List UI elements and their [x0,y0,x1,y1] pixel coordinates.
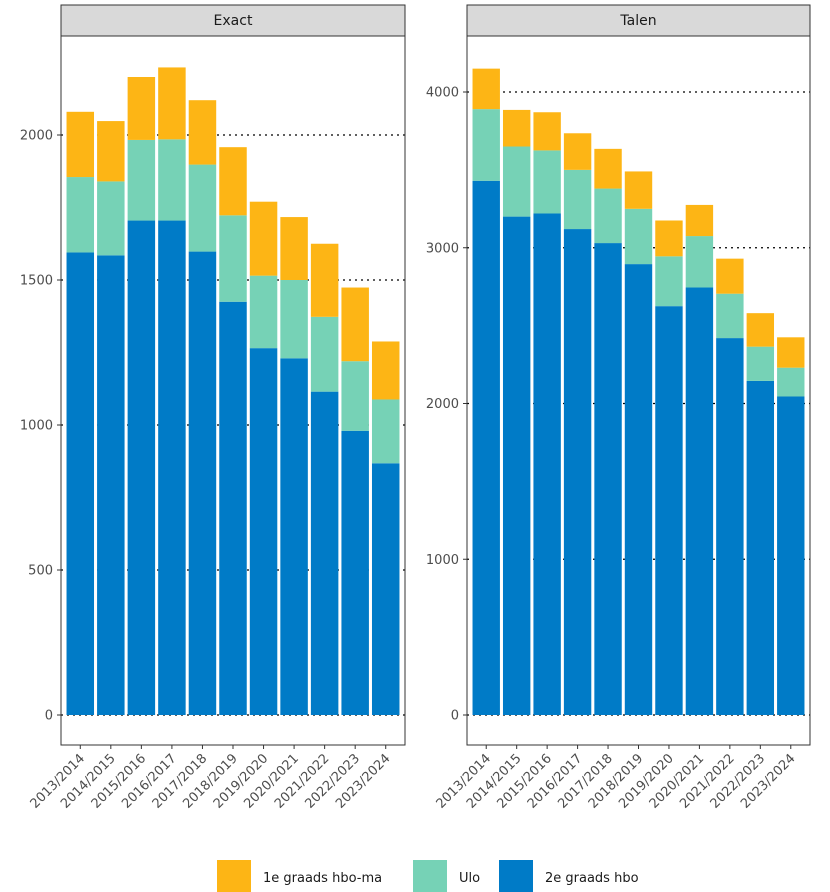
bar-1e-graads-hbo-ma-2017/2018 [594,148,622,189]
bar-Ulo-2013/2014 [472,109,500,181]
panel-title: Exact [214,13,253,29]
legend: 1e graads hbo-ma Ulo 2e graads hbo [217,860,639,892]
bar-2e-graads-hbo-2020/2021 [280,358,308,715]
y-tick-label: 500 [28,564,53,579]
bar-Ulo-2022/2023 [746,346,775,381]
bar-1e-graads-hbo-ma-2020/2021 [280,217,308,280]
bar-2e-graads-hbo-2023/2024 [371,463,400,715]
y-tick-label: 1000 [426,553,459,568]
bar-2e-graads-hbo-2017/2018 [594,243,622,715]
y-tick-label: 0 [45,709,53,724]
legend-key-Ulo [413,860,447,892]
legend-key-1e-graads-hbo-ma [217,860,251,892]
bar-2e-graads-hbo-2014/2015 [97,255,125,715]
bar-2e-graads-hbo-2013/2014 [472,180,500,716]
bar-Ulo-2013/2014 [66,177,95,253]
bar-1e-graads-hbo-ma-2019/2020 [655,220,683,257]
legend-key-2e-graads-hbo [499,860,533,892]
bar-2e-graads-hbo-2020/2021 [685,287,714,715]
legend-label: 2e graads hbo [545,871,639,886]
legend-label: Ulo [459,871,480,886]
bar-Ulo-2014/2015 [97,181,125,256]
bar-1e-graads-hbo-ma-2022/2023 [746,313,775,347]
legend-label: 1e graads hbo-ma [263,871,382,886]
bar-Ulo-2015/2016 [127,139,156,221]
bar-2e-graads-hbo-2019/2020 [655,306,683,715]
bar-1e-graads-hbo-ma-2023/2024 [371,341,400,400]
y-tick-label: 4000 [426,86,459,101]
bar-2e-graads-hbo-2016/2017 [563,229,592,715]
bar-1e-graads-hbo-ma-2017/2018 [188,100,217,165]
bar-Ulo-2020/2021 [685,236,714,288]
bar-1e-graads-hbo-ma-2014/2015 [502,109,531,147]
bar-2e-graads-hbo-2018/2019 [624,264,653,715]
bar-2e-graads-hbo-2023/2024 [777,396,805,715]
bar-2e-graads-hbo-2018/2019 [219,301,247,715]
bar-2e-graads-hbo-2013/2014 [66,252,95,715]
bar-1e-graads-hbo-ma-2019/2020 [249,201,278,276]
bar-Ulo-2023/2024 [371,399,400,464]
bar-Ulo-2018/2019 [219,215,247,302]
bar-1e-graads-hbo-ma-2021/2022 [716,258,744,294]
bar-2e-graads-hbo-2015/2016 [533,213,561,716]
bar-1e-graads-hbo-ma-2018/2019 [219,147,247,216]
bar-1e-graads-hbo-ma-2020/2021 [685,204,714,237]
bar-1e-graads-hbo-ma-2018/2019 [624,171,653,209]
y-tick-label: 3000 [426,241,459,256]
bar-2e-graads-hbo-2021/2022 [310,391,339,715]
bar-Ulo-2018/2019 [624,208,653,265]
bar-1e-graads-hbo-ma-2013/2014 [472,68,500,110]
bar-2e-graads-hbo-2021/2022 [716,338,744,715]
bar-2e-graads-hbo-2016/2017 [158,220,186,716]
bar-2e-graads-hbo-2015/2016 [127,220,156,716]
bar-Ulo-2021/2022 [716,293,744,339]
bar-2e-graads-hbo-2022/2023 [341,430,369,715]
bar-Ulo-2016/2017 [158,139,186,221]
bar-1e-graads-hbo-ma-2022/2023 [341,287,369,362]
bar-1e-graads-hbo-ma-2016/2017 [158,67,186,140]
bar-Ulo-2020/2021 [280,280,308,359]
bar-Ulo-2017/2018 [594,188,622,244]
bar-1e-graads-hbo-ma-2015/2016 [533,112,561,151]
bar-Ulo-2017/2018 [188,164,217,252]
bar-Ulo-2019/2020 [655,256,683,307]
bar-Ulo-2023/2024 [777,367,805,397]
bar-2e-graads-hbo-2022/2023 [746,380,775,715]
bar-1e-graads-hbo-ma-2021/2022 [310,243,339,317]
bar-Ulo-2015/2016 [533,150,561,214]
panel-title: Talen [619,13,656,29]
bar-Ulo-2022/2023 [341,361,369,431]
bar-2e-graads-hbo-2017/2018 [188,251,217,715]
panel-strip [60,4,406,37]
bar-1e-graads-hbo-ma-2013/2014 [66,111,95,178]
bar-Ulo-2016/2017 [563,169,592,230]
y-tick-label: 0 [451,709,459,724]
y-tick-label: 2000 [426,397,459,412]
y-tick-label: 1500 [20,274,53,289]
bar-1e-graads-hbo-ma-2015/2016 [127,77,156,140]
bar-1e-graads-hbo-ma-2014/2015 [97,121,125,182]
y-tick-label: 1000 [20,419,53,434]
panel-strip [466,4,811,37]
bar-Ulo-2014/2015 [502,146,531,217]
bar-1e-graads-hbo-ma-2016/2017 [563,133,592,170]
y-tick-label: 2000 [20,129,53,144]
bar-Ulo-2021/2022 [310,316,339,392]
panel-0: Exact05001000150020002013/20142014/20152… [20,4,406,812]
panel-1: Talen010002000300040002013/20142014/2015… [426,4,811,812]
bar-2e-graads-hbo-2014/2015 [502,216,531,715]
bar-Ulo-2019/2020 [249,275,278,349]
bar-2e-graads-hbo-2019/2020 [249,348,278,715]
bar-1e-graads-hbo-ma-2023/2024 [777,337,805,368]
